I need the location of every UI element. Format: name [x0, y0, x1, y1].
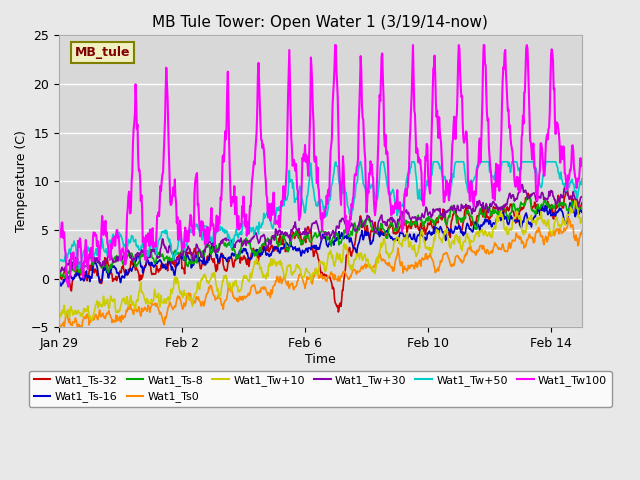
- Title: MB Tule Tower: Open Water 1 (3/19/14-now): MB Tule Tower: Open Water 1 (3/19/14-now…: [152, 15, 488, 30]
- X-axis label: Time: Time: [305, 353, 336, 366]
- Legend: Wat1_Ts-32, Wat1_Ts-16, Wat1_Ts-8, Wat1_Ts0, Wat1_Tw+10, Wat1_Tw+30, Wat1_Tw+50,: Wat1_Ts-32, Wat1_Ts-16, Wat1_Ts-8, Wat1_…: [29, 371, 612, 407]
- Y-axis label: Temperature (C): Temperature (C): [15, 130, 28, 232]
- Text: MB_tule: MB_tule: [75, 46, 130, 59]
